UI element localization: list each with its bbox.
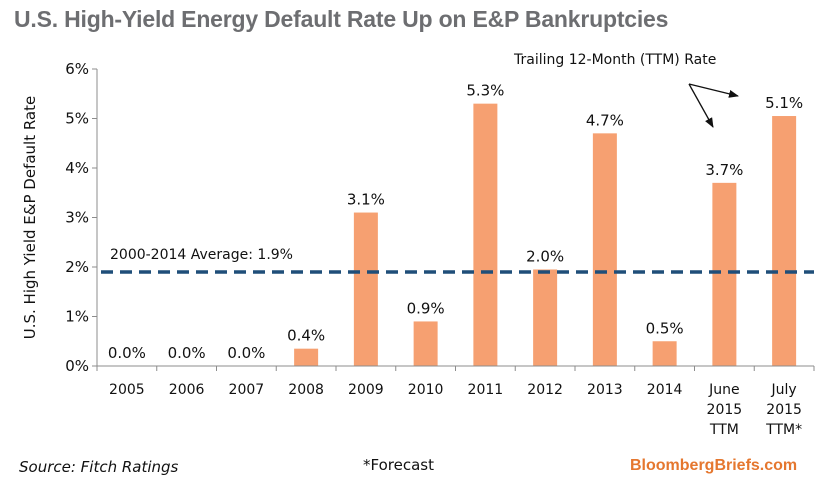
bar-5 [413,321,438,366]
brand-logo: BloombergBriefs.com [630,457,798,474]
x-tick-label-10: June 2015 TTM [707,382,743,438]
bar-3 [294,348,319,366]
x-tick-label-1: 2006 [169,382,205,398]
x-tick-label-5: 2010 [408,382,444,398]
arrow-to-june [688,83,714,128]
y-tick-label-5: 5% [65,110,89,128]
y-tick-label-3: 3% [65,209,89,227]
source-note: Source: Fitch Ratings [19,458,179,476]
x-tick-label-0: 2005 [109,382,145,398]
x-tick-label-2: 2007 [229,382,265,398]
data-label-2: 0.0% [227,344,265,362]
forecast-footnote: *Forecast [363,456,434,474]
data-label-10: 3.7% [705,161,743,179]
data-label-7: 2.0% [526,247,564,265]
y-tick-label-4: 4% [65,159,89,177]
data-label-1: 0.0% [168,344,206,362]
data-label-11: 5.1% [765,94,803,112]
data-label-3: 0.4% [287,327,325,345]
x-tick-label-3: 2008 [288,382,324,398]
x-tick-label-7: 2012 [527,382,563,398]
data-label-4: 3.1% [347,191,385,209]
x-tick-label-4: 2009 [348,382,384,398]
ttm-annotation: Trailing 12-Month (TTM) Rate [513,52,716,68]
bar-9 [652,341,677,366]
bar-4 [353,212,378,366]
data-label-6: 5.3% [466,82,504,100]
average-line-label: 2000-2014 Average: 1.9% [110,247,293,263]
bar-7 [533,269,558,366]
x-tick-label-6: 2011 [468,382,504,398]
bar-11 [772,116,797,367]
chart-title: U.S. High-Yield Energy Default Rate Up o… [14,6,669,32]
x-tick-label-9: 2014 [647,382,683,398]
y-tick-label-6: 6% [65,60,89,78]
bar-10 [712,182,737,366]
y-axis-title: U.S. High Yield E&P Default Rate [21,96,39,340]
data-label-5: 0.9% [407,299,445,317]
y-tick-label-2: 2% [65,258,89,276]
y-tick-label-1: 1% [65,308,89,326]
x-tick-label-8: 2013 [587,382,623,398]
x-tick-label-11: July 2015 TTM* [765,382,802,438]
data-label-0: 0.0% [108,344,146,362]
bar-6 [473,103,498,367]
data-label-8: 4.7% [586,111,624,129]
data-label-9: 0.5% [646,319,684,337]
arrow-to-july [688,83,739,98]
bar-8 [592,133,617,366]
y-tick-label-0: 0% [65,357,89,375]
